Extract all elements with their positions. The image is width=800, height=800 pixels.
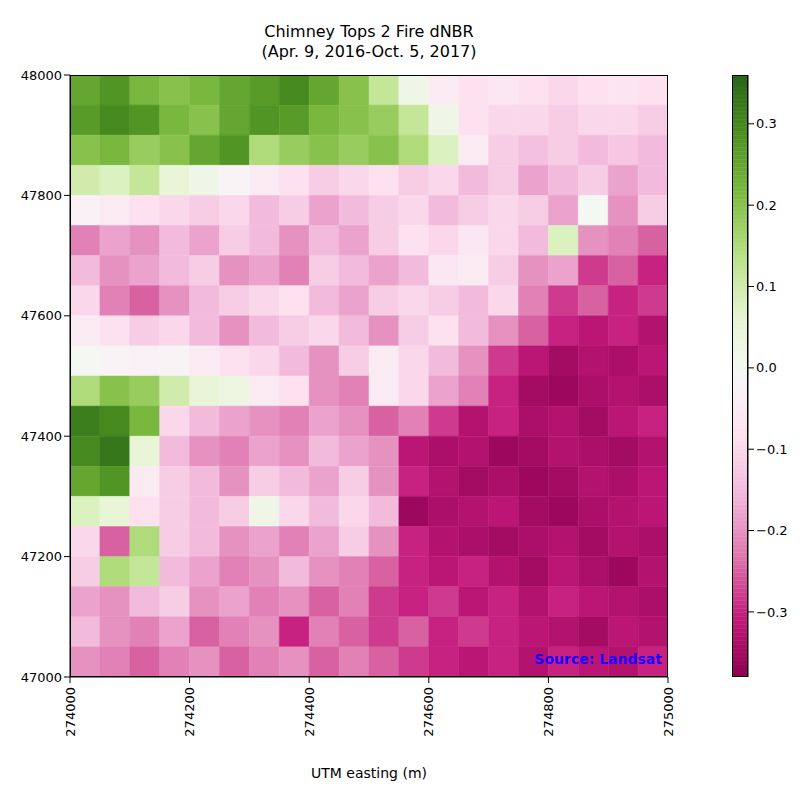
svg-text:47800: 47800 bbox=[21, 188, 62, 203]
svg-text:274000: 274000 bbox=[63, 687, 78, 737]
svg-text:0.3: 0.3 bbox=[756, 116, 777, 131]
svg-text:48000: 48000 bbox=[21, 68, 62, 83]
svg-text:47200: 47200 bbox=[21, 549, 62, 564]
svg-text:47000: 47000 bbox=[21, 670, 62, 685]
html-text:Source: Landsat: Source: Landsat bbox=[534, 651, 662, 667]
svg-text:274400: 274400 bbox=[302, 687, 317, 737]
svg-text:47600: 47600 bbox=[21, 308, 62, 323]
svg-text:274200: 274200 bbox=[182, 687, 197, 737]
svg-text:0.2: 0.2 bbox=[756, 198, 777, 213]
svg-text:47400: 47400 bbox=[21, 429, 62, 444]
svg-text:−0.3: −0.3 bbox=[756, 605, 788, 620]
svg-text:275000: 275000 bbox=[661, 687, 676, 737]
svg-text:274800: 274800 bbox=[541, 687, 556, 737]
svg-text:−0.1: −0.1 bbox=[756, 442, 788, 457]
svg-text:274600: 274600 bbox=[421, 687, 436, 737]
svg-text:0.0: 0.0 bbox=[756, 360, 777, 375]
html-text:Chimney Tops 2 Fire dNBR (Apr.: Chimney Tops 2 Fire dNBR (Apr. 9, 2016-O… bbox=[261, 22, 477, 61]
html-text:UTM easting (m): UTM easting (m) bbox=[311, 765, 427, 781]
svg-text:−0.2: −0.2 bbox=[756, 523, 788, 538]
svg-text:0.1: 0.1 bbox=[756, 279, 777, 294]
